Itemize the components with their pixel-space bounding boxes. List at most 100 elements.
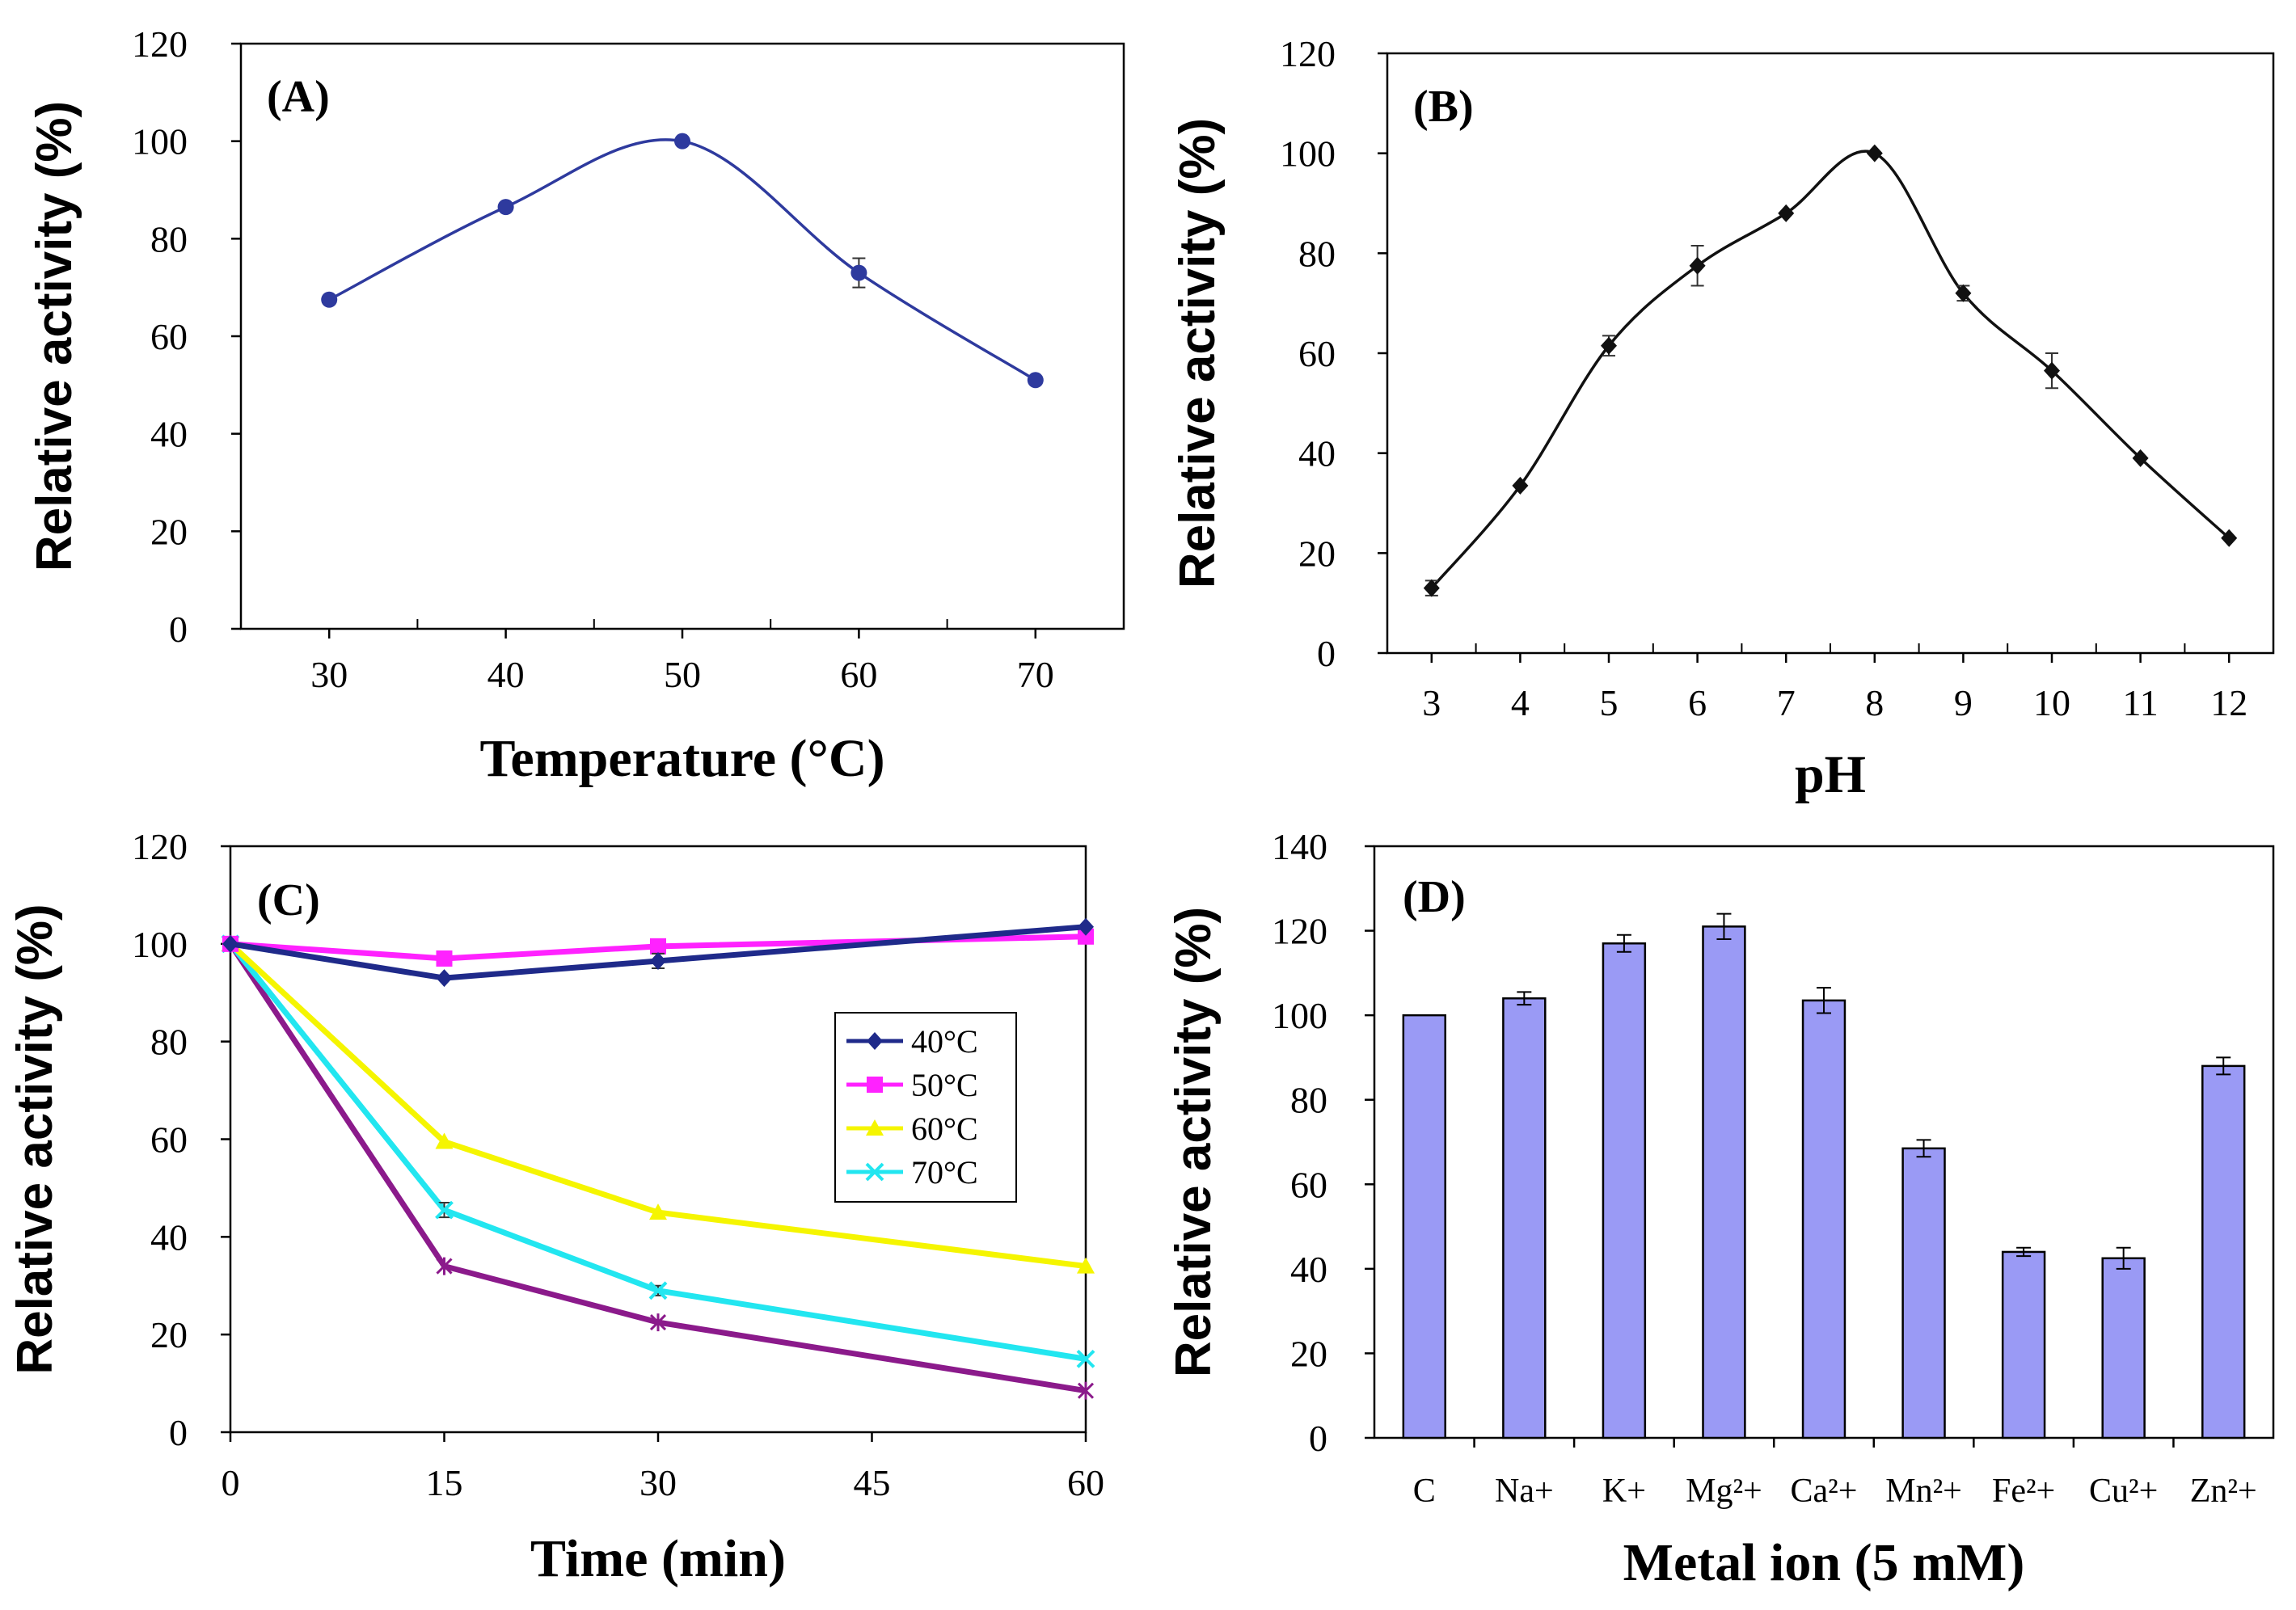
error-bar [1517,991,1532,1006]
x-tick-label: 60 [840,654,877,695]
panel-c-thermal-stability-chart: 0 20 40 60 80 100 120 (C) Relative activity (%) T… [7,826,1104,1588]
x-tick-label: 5 [1600,682,1619,723]
data-point [649,1203,667,1220]
legend: 40°C 50°C 60°C 70°C [834,1012,1017,1203]
x-category-label: K+ [1602,1473,1646,1510]
x-axis-title: Metal ion (5 mM) [1623,1533,2025,1592]
bar-group-Mg²+ [1702,912,1746,1439]
y-tick-label: 0 [1309,1418,1327,1459]
data-point [1778,204,1795,222]
x-axis-title: Time (min) [530,1529,786,1588]
bar [2201,1064,2246,1439]
data-point [321,291,338,308]
y-tick-label: 60 [1290,1164,1327,1205]
bar-group-Mn²+ [1901,1139,1946,1439]
y-tick-label: 40 [150,414,188,455]
x-tick-label: 8 [1865,682,1884,723]
data-point [1955,284,1972,302]
x-tick-label: 60 [1067,1462,1104,1503]
y-tick-label: 20 [1290,1333,1327,1374]
bar [1901,1147,1946,1439]
panel-d-metal-ion-bar-chart: 0 20 40 60 80 100 120 140 (D) Relative activity (… [1166,826,2275,1592]
x-tick-label: 45 [854,1462,891,1503]
data-point [435,1132,454,1149]
error-bar [2116,1246,2131,1270]
series-line [230,924,1087,981]
y-tick-label: 100 [1272,995,1327,1036]
bar-group-Zn²+ [2201,1056,2246,1439]
x-category-label: Mg²+ [1686,1473,1762,1510]
y-axis-title: Relative activity (%) [1166,907,1222,1377]
data-point [2044,361,2060,380]
data-point [1689,256,1706,275]
y-tick-label: 120 [132,826,188,867]
legend-swatch-marker [867,1077,883,1093]
data-point [436,1257,453,1275]
data-point [674,133,690,150]
x-category-label: Cu²+ [2089,1473,2158,1510]
y-tick-label: 20 [1298,533,1336,574]
x-category-label: Mn²+ [1885,1473,1962,1510]
y-tick-label: 40 [1298,433,1336,474]
y-axis-title: Relative activity (%) [7,904,63,1374]
panel-label: (D) [1403,872,1466,922]
y-tick-label: 100 [132,121,188,162]
bar-group-Ca²+ [1801,987,1847,1439]
data-point [1078,917,1094,936]
data-point [1512,476,1529,495]
panel-label: (B) [1413,82,1474,132]
series-40°C [222,917,1094,988]
data-point [1077,1381,1095,1400]
data-point [2132,449,2149,467]
y-tick-label: 100 [132,924,188,965]
y-axis-title: Relative activity (%) [27,101,82,571]
data-point [2221,529,2238,547]
legend-swatch-marker [866,1119,884,1136]
error-bar [2016,1246,2032,1258]
x-category-label: Na+ [1495,1473,1554,1510]
x-tick-label: 10 [2033,682,2070,723]
y-tick-label: 120 [132,23,188,65]
bar [1602,942,1647,1439]
x-tick-label: 7 [1777,682,1796,723]
y-tick-label: 80 [1298,233,1336,274]
data-point [648,1281,668,1300]
y-tick-label: 40 [150,1216,188,1258]
bar [1502,997,1547,1439]
legend-label: 60°C [911,1111,978,1147]
data-point [497,199,514,216]
error-bar [1916,1139,1931,1158]
x-tick-label: 30 [310,654,348,695]
panel-label: (C) [257,875,320,925]
y-tick-label: 80 [1290,1080,1327,1121]
data-point [1078,928,1094,945]
data-point [222,934,238,953]
bar-group-Na+ [1502,991,1547,1439]
data-point [1077,1257,1095,1274]
bar [2101,1257,2146,1439]
series-Temperature [321,133,1044,389]
y-tick-label: 140 [1272,826,1327,867]
data-point [435,1200,454,1220]
plot-frame [1386,52,2275,655]
y-tick-label: 120 [1280,33,1336,74]
error-bar [1616,934,1631,953]
x-category-label: Ca²+ [1791,1473,1858,1510]
x-tick-label: 11 [2122,682,2158,723]
y-tick-label: 80 [150,218,188,259]
x-tick-label: 30 [639,1462,677,1503]
error-bar [1716,912,1732,941]
panel-label: (A) [267,72,330,122]
series-line [328,138,1036,381]
y-tick-label: 60 [150,1119,188,1161]
x-category-label: Zn²+ [2190,1473,2257,1510]
legend-swatch-marker [865,1162,884,1182]
y-tick-label: 40 [1290,1249,1327,1290]
data-point [436,969,453,988]
y-tick-label: 60 [1298,333,1336,374]
y-tick-label: 20 [150,511,188,552]
bar-group-C [1402,1014,1446,1439]
y-tick-label: 0 [1317,633,1336,674]
data-point [850,264,867,281]
error-bar [1817,987,1831,1014]
